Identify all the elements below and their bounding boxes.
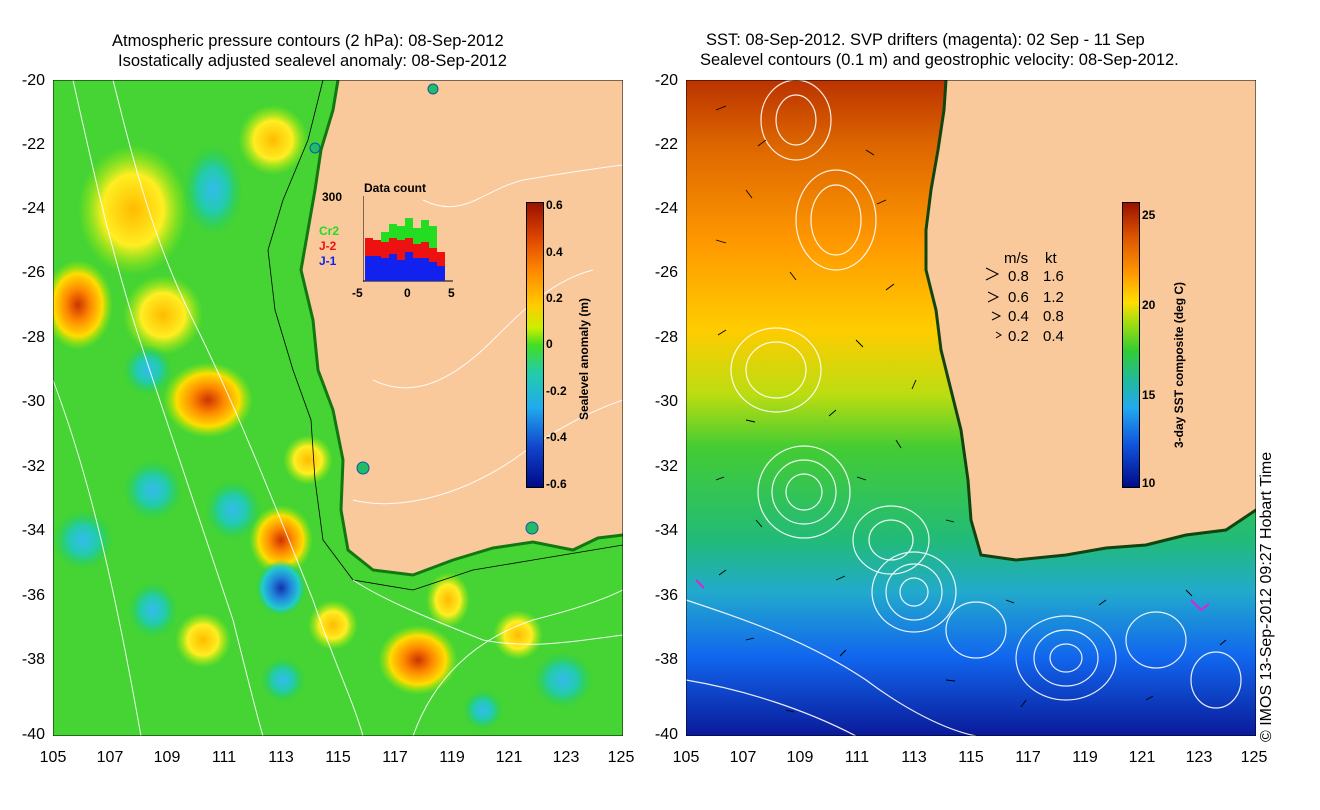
series-label-j1: J-1 xyxy=(319,254,337,268)
tick-label: -32 xyxy=(654,458,678,475)
colorbar-tick: -0.6 xyxy=(546,477,567,491)
right-title-line1: SST: 08-Sep-2012. SVP drifters (magenta)… xyxy=(706,31,1145,49)
legend-header-ms: m/s xyxy=(1004,250,1029,267)
colorbar-tick: 25 xyxy=(1142,208,1156,222)
tick-label: 107 xyxy=(729,749,757,766)
tick-label: -40 xyxy=(21,726,45,743)
colorbar-tick: -0.2 xyxy=(546,384,567,398)
land-mass xyxy=(926,80,1256,560)
tick-label: 117 xyxy=(1015,749,1041,766)
histogram-x-label: 5 xyxy=(448,286,455,300)
legend-ms-value: 0.4 xyxy=(1008,308,1029,325)
histogram-x-label: 0 xyxy=(404,286,411,300)
tick-label: -24 xyxy=(21,200,45,217)
tick-label: 123 xyxy=(552,749,580,766)
tick-label: 125 xyxy=(607,749,635,766)
colorbar-label: Sealevel anomaly (m) xyxy=(577,297,591,420)
tick-label: -30 xyxy=(21,393,45,410)
tick-label: 125 xyxy=(1240,749,1268,766)
tick-label: -20 xyxy=(21,72,45,89)
tick-label: -26 xyxy=(654,264,678,281)
tick-label: -38 xyxy=(21,651,45,668)
tick-label: 115 xyxy=(958,749,984,766)
left-title-line2: Isostatically adjusted sealevel anomaly:… xyxy=(118,52,507,70)
tick-label: 109 xyxy=(786,749,814,766)
colorbar-tick: 0.6 xyxy=(546,198,563,212)
tick-label: -32 xyxy=(21,458,45,475)
tick-label: -34 xyxy=(654,522,678,539)
left-title-line1: Atmospheric pressure contours (2 hPa): 0… xyxy=(112,32,504,50)
colorbar-label: 3-day SST composite (deg C) xyxy=(1172,281,1186,448)
histogram-bars xyxy=(365,218,445,281)
tick-label: 113 xyxy=(901,749,927,766)
colorbar-tick: -0.4 xyxy=(546,430,567,444)
legend-ms-value: 0.6 xyxy=(1008,289,1029,306)
tick-label: -20 xyxy=(654,72,678,89)
tick-label: -24 xyxy=(654,200,678,217)
tick-label: 105 xyxy=(672,749,700,766)
tick-label: -22 xyxy=(21,136,45,153)
imos-credit: © IMOS 13-Sep-2012 09:27 Hobart Time xyxy=(1258,451,1275,742)
series-label-cr2: Cr2 xyxy=(319,224,340,238)
colorbar-tick: 10 xyxy=(1142,476,1156,490)
tick-label: 105 xyxy=(39,749,67,766)
histogram-x-label: -5 xyxy=(352,286,363,300)
colorbar-tick: 0 xyxy=(546,337,553,351)
tick-label: -26 xyxy=(21,264,45,281)
tick-label: 119 xyxy=(1072,749,1098,766)
tick-label: -38 xyxy=(654,651,678,668)
legend-header-kt: kt xyxy=(1045,250,1057,267)
histogram-title: Data count xyxy=(364,181,427,195)
tick-label: 111 xyxy=(211,749,237,766)
tick-label: 115 xyxy=(325,749,351,766)
tick-label: 121 xyxy=(1128,749,1156,766)
tick-label: -28 xyxy=(21,329,45,346)
legend-ms-value: 0.2 xyxy=(1008,328,1029,345)
tick-label: 123 xyxy=(1185,749,1213,766)
right-title-line2: Sealevel contours (0.1 m) and geostrophi… xyxy=(700,51,1179,69)
tick-label: -40 xyxy=(654,726,678,743)
tick-label: 121 xyxy=(495,749,523,766)
tick-label: 119 xyxy=(439,749,465,766)
tick-label: 111 xyxy=(844,749,870,766)
tick-label: 117 xyxy=(382,749,408,766)
tick-label: -36 xyxy=(21,587,45,604)
tick-label: -34 xyxy=(21,522,45,539)
legend-kt-value: 0.4 xyxy=(1043,328,1064,345)
series-label-j2: J-2 xyxy=(319,239,337,253)
colorbar-tick: 15 xyxy=(1142,388,1156,402)
sst-map xyxy=(686,80,1256,736)
land-mass xyxy=(301,80,623,575)
tick-label: -28 xyxy=(654,329,678,346)
colorbar-tick: 0.4 xyxy=(546,245,563,259)
tick-label: -36 xyxy=(654,587,678,604)
colorbar-tick: 20 xyxy=(1142,298,1156,312)
histogram-ymax: 300 xyxy=(322,190,343,204)
tick-label: 109 xyxy=(153,749,181,766)
legend-kt-value: 1.2 xyxy=(1043,289,1064,306)
tick-label: -22 xyxy=(654,136,678,153)
legend-ms-value: 0.8 xyxy=(1008,268,1029,285)
legend-kt-value: 1.6 xyxy=(1043,268,1064,285)
tick-label: -30 xyxy=(654,393,678,410)
colorbar-tick: 0.2 xyxy=(546,291,563,305)
tick-label: 113 xyxy=(268,749,294,766)
legend-kt-value: 0.8 xyxy=(1043,308,1064,325)
tick-label: 107 xyxy=(96,749,124,766)
